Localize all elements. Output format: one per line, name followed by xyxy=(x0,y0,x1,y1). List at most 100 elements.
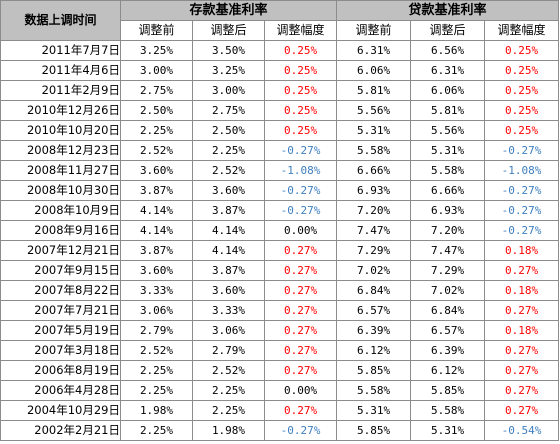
loan-after-cell: 7.20% xyxy=(410,220,486,241)
deposit-after-cell: 2.25% xyxy=(192,380,265,401)
date-cell: 2008年12月23日 xyxy=(0,140,121,161)
loan-after-cell: 6.93% xyxy=(410,200,486,221)
deposit-before-cell: 3.87% xyxy=(120,180,193,201)
loan-before-cell: 6.57% xyxy=(336,300,412,321)
loan-before-cell: 7.29% xyxy=(336,240,412,261)
date-cell: 2007年12月21日 xyxy=(0,240,121,261)
deposit-change-cell: 0.25% xyxy=(263,120,338,141)
deposit-before-cell: 4.14% xyxy=(120,220,193,241)
loan-before-cell: 5.85% xyxy=(336,360,412,381)
table-row: 2006年4月28日 2.25% 2.25% 0.00% 5.58% 5.85% 0.27% xyxy=(0,380,560,401)
loan-before-cell: 6.06% xyxy=(336,60,412,81)
table-row: 2007年8月22日 3.33% 3.60% 0.27% 6.84% 7.02% 0.18% xyxy=(0,280,560,301)
deposit-before-cell: 2.25% xyxy=(120,420,193,441)
loan-before-cell: 5.31% xyxy=(336,400,412,421)
header-row-top: 数据上调时间 存款基准利率 贷款基准利率 xyxy=(0,0,560,41)
loan-before-cell: 7.20% xyxy=(336,200,412,221)
deposit-before-cell: 1.98% xyxy=(120,400,193,421)
deposit-before-cell: 3.06% xyxy=(120,300,193,321)
loan-change-header: 调整幅度 xyxy=(484,20,560,41)
deposit-change-cell: -0.27% xyxy=(263,140,338,161)
deposit-change-cell: 0.25% xyxy=(263,60,338,81)
loan-before-cell: 7.02% xyxy=(336,260,412,281)
deposit-before-cell: 2.25% xyxy=(120,380,193,401)
table-row: 2008年10月9日 4.14% 3.87% -0.27% 7.20% 6.93% -0.2… xyxy=(0,200,560,221)
deposit-after-cell: 4.14% xyxy=(192,220,265,241)
deposit-after-cell: 2.79% xyxy=(192,340,265,361)
deposit-before-cell: 2.50% xyxy=(120,100,193,121)
deposit-change-cell: 0.27% xyxy=(263,240,338,261)
loan-after-cell: 6.57% xyxy=(410,320,486,341)
deposit-change-cell: -0.27% xyxy=(263,200,338,221)
deposit-after-cell: 3.87% xyxy=(192,260,265,281)
table-row: 2007年3月18日 2.52% 2.79% 0.27% 6.12% 6.39% 0.27% xyxy=(0,340,560,361)
loan-change-cell: -0.27% xyxy=(484,180,560,201)
deposit-change-cell: 0.27% xyxy=(263,320,338,341)
table-row: 2008年11月27日 3.60% 2.52% -1.08% 6.66% 5.58% -1.… xyxy=(0,160,560,181)
deposit-change-cell: 0.27% xyxy=(263,280,338,301)
deposit-before-cell: 4.14% xyxy=(120,200,193,221)
deposit-change-cell: 0.27% xyxy=(263,260,338,281)
loan-change-cell: 0.18% xyxy=(484,320,560,341)
table-row: 2007年12月21日 3.87% 4.14% 0.27% 7.29% 7.47% 0.18… xyxy=(0,240,560,261)
deposit-change-cell: 0.27% xyxy=(263,400,338,421)
loan-change-cell: 0.27% xyxy=(484,400,560,421)
table-row: 2006年8月19日 2.25% 2.52% 0.27% 5.85% 6.12% 0.27% xyxy=(0,360,560,381)
date-cell: 2002年2月21日 xyxy=(0,420,121,441)
deposit-after-cell: 3.25% xyxy=(192,60,265,81)
date-cell: 2008年9月16日 xyxy=(0,220,121,241)
loan-change-cell: 0.27% xyxy=(484,360,560,381)
loan-after-cell: 7.02% xyxy=(410,280,486,301)
deposit-before-cell: 2.52% xyxy=(120,140,193,161)
table-row: 2007年7月21日 3.06% 3.33% 0.27% 6.57% 6.84% 0.27% xyxy=(0,300,560,321)
deposit-before-cell: 2.25% xyxy=(120,360,193,381)
date-cell: 2007年7月21日 xyxy=(0,300,121,321)
loan-before-cell: 7.47% xyxy=(336,220,412,241)
loan-change-cell: 0.27% xyxy=(484,340,560,361)
deposit-before-cell: 2.25% xyxy=(120,120,193,141)
deposit-before-cell: 3.87% xyxy=(120,240,193,261)
deposit-after-cell: 1.98% xyxy=(192,420,265,441)
deposit-before-cell: 2.52% xyxy=(120,340,193,361)
table-body: 2011年7月7日 3.25% 3.50% 0.25% 6.31% 6.56% 0.25% 2… xyxy=(0,40,560,441)
deposit-after-cell: 2.52% xyxy=(192,360,265,381)
loan-before-cell: 5.81% xyxy=(336,80,412,101)
deposit-after-cell: 3.60% xyxy=(192,280,265,301)
deposit-change-cell: 0.27% xyxy=(263,300,338,321)
date-cell: 2006年8月19日 xyxy=(0,360,121,381)
table-row: 2002年2月21日 2.25% 1.98% -0.27% 5.85% 5.31% -0.5… xyxy=(0,420,560,441)
deposit-after-cell: 2.75% xyxy=(192,100,265,121)
deposit-change-cell: 0.00% xyxy=(263,220,338,241)
loan-after-cell: 6.31% xyxy=(410,60,486,81)
loan-after-cell: 6.12% xyxy=(410,360,486,381)
table-row: 2008年12月23日 2.52% 2.25% -0.27% 5.58% 5.31% -0.… xyxy=(0,140,560,161)
date-cell: 2011年4月6日 xyxy=(0,60,121,81)
loan-change-cell: -0.27% xyxy=(484,220,560,241)
loan-after-cell: 7.47% xyxy=(410,240,486,261)
deposit-after-cell: 3.33% xyxy=(192,300,265,321)
loan-change-cell: 0.25% xyxy=(484,40,560,61)
loan-before-cell: 5.58% xyxy=(336,140,412,161)
date-cell: 2007年5月19日 xyxy=(0,320,121,341)
date-cell: 2010年10月20日 xyxy=(0,120,121,141)
loan-change-cell: 0.25% xyxy=(484,80,560,101)
table-row: 2008年10月30日 3.87% 3.60% -0.27% 6.93% 6.66% -0.… xyxy=(0,180,560,201)
deposit-before-cell: 3.00% xyxy=(120,60,193,81)
deposit-before-cell: 3.60% xyxy=(120,160,193,181)
date-cell: 2008年11月27日 xyxy=(0,160,121,181)
loan-before-cell: 5.56% xyxy=(336,100,412,121)
deposit-after-cell: 3.06% xyxy=(192,320,265,341)
deposit-change-cell: 0.27% xyxy=(263,360,338,381)
deposit-before-cell: 2.79% xyxy=(120,320,193,341)
loan-change-cell: -0.27% xyxy=(484,140,560,161)
deposit-change-cell: 0.25% xyxy=(263,100,338,121)
deposit-rate-header: 存款基准利率 xyxy=(119,0,338,21)
deposit-change-cell: 0.00% xyxy=(263,380,338,401)
loan-after-cell: 7.29% xyxy=(410,260,486,281)
loan-after-cell: 6.56% xyxy=(410,40,486,61)
date-cell: 2010年12月26日 xyxy=(0,100,121,121)
deposit-change-cell: -0.27% xyxy=(263,180,338,201)
loan-before-cell: 6.93% xyxy=(336,180,412,201)
deposit-after-cell: 3.50% xyxy=(192,40,265,61)
